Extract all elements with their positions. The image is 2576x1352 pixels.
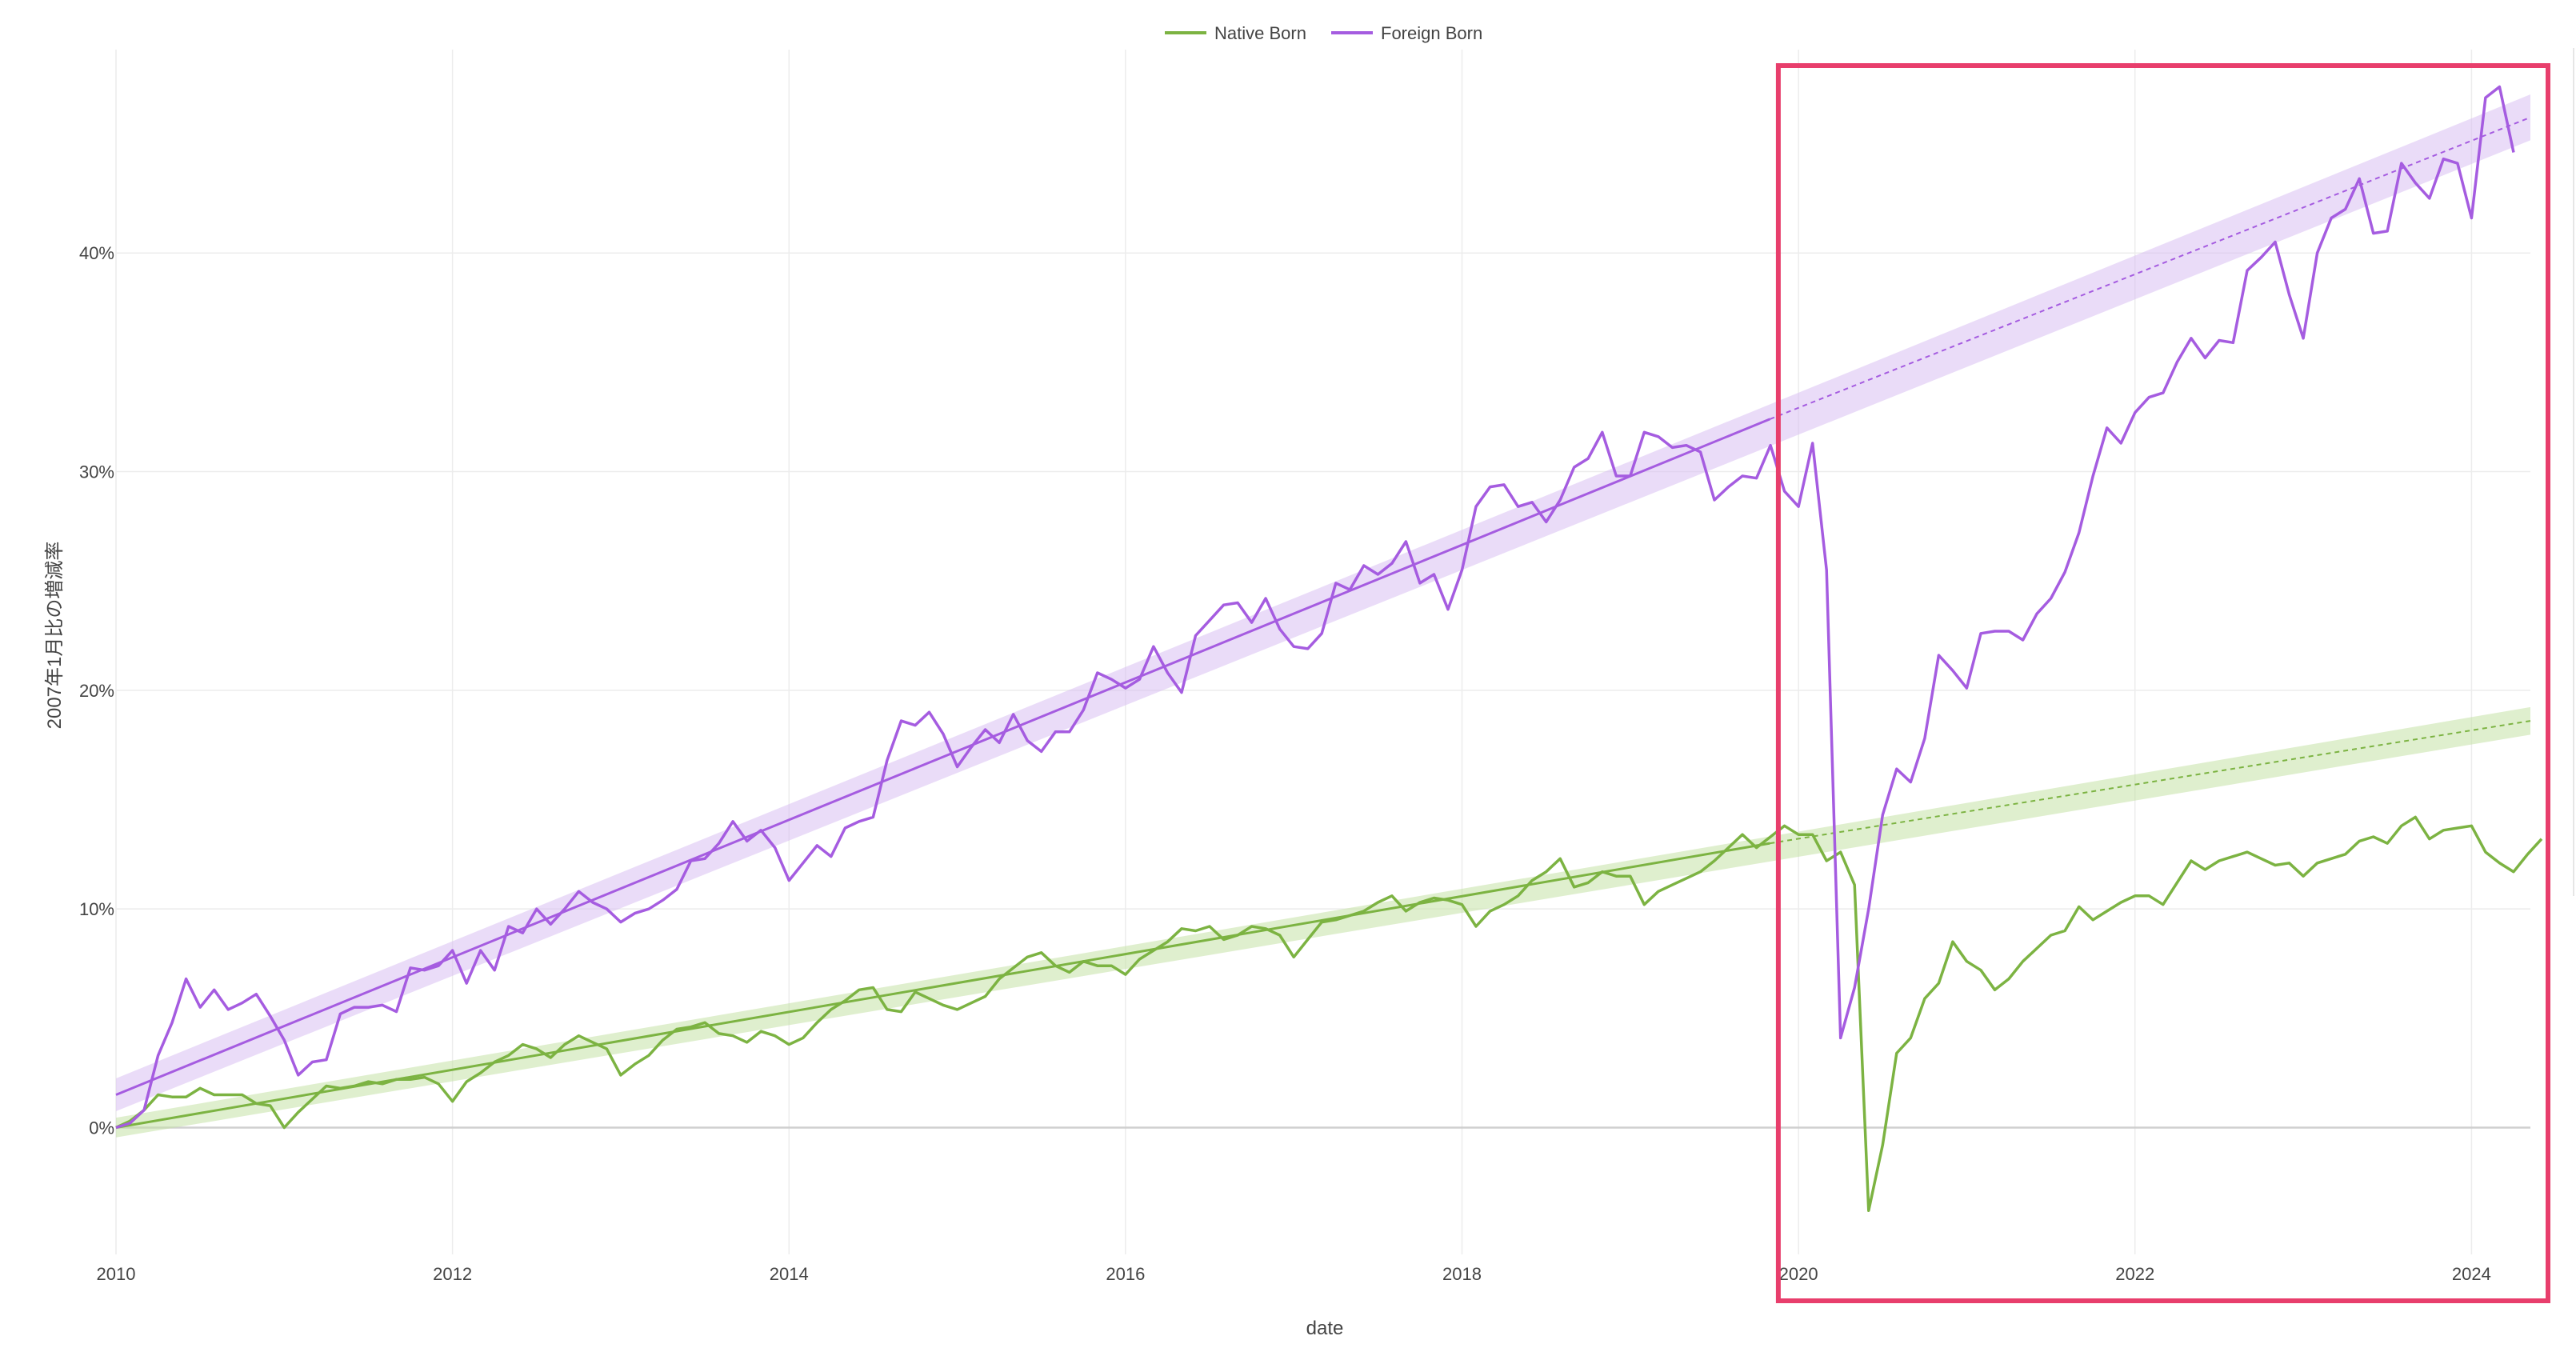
series-line-native-born xyxy=(115,815,2543,1213)
x-tick-label: 2020 xyxy=(1779,1264,1818,1284)
x-tick-label: 2010 xyxy=(97,1264,136,1284)
legend-label-foreign-born: Foreign Born xyxy=(1381,23,1482,43)
legend-item-native-born[interactable]: Native Born xyxy=(1165,23,1306,43)
series-line-foreign-born xyxy=(115,85,2515,1130)
gridlines xyxy=(115,50,2530,1254)
trend-line-projection xyxy=(1770,116,2531,420)
y-tick-label: 20% xyxy=(79,681,114,701)
trend-line-fit xyxy=(115,418,1770,1096)
y-tick-label: 30% xyxy=(79,462,114,482)
x-tick-label: 2024 xyxy=(2452,1264,2491,1284)
x-tick-label: 2018 xyxy=(1442,1264,1482,1284)
y-axis-ticks: 0% 10% 20% 30% 40% xyxy=(79,243,114,1138)
legend[interactable]: Native Born Foreign Born xyxy=(1165,23,1482,43)
x-tick-label: 2016 xyxy=(1106,1264,1145,1284)
x-tick-label: 2012 xyxy=(433,1264,472,1284)
x-tick-label: 2014 xyxy=(770,1264,809,1284)
y-tick-label: 10% xyxy=(79,899,114,919)
confidence-bands xyxy=(116,94,2530,1138)
y-tick-label: 40% xyxy=(79,243,114,263)
y-axis-title: 2007年1月比の増減率 xyxy=(44,542,66,730)
x-axis-ticks: 2010 2012 2014 2016 2018 2020 2022 2024 xyxy=(97,1264,2491,1284)
x-axis-title: date xyxy=(1306,1318,1344,1339)
legend-label-native-born: Native Born xyxy=(1214,23,1306,43)
series-lines xyxy=(115,85,2543,1213)
legend-item-foreign-born[interactable]: Foreign Born xyxy=(1331,23,1482,43)
highlight-box xyxy=(1775,63,2550,1303)
x-tick-label: 2022 xyxy=(2115,1264,2154,1284)
y-tick-label: 0% xyxy=(89,1118,114,1138)
